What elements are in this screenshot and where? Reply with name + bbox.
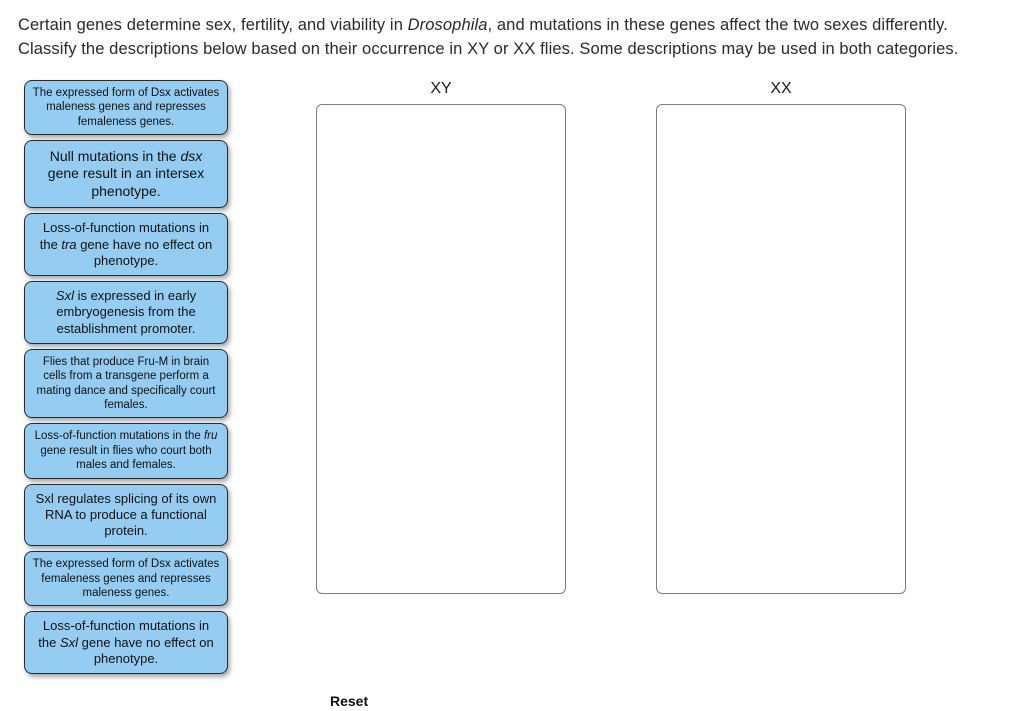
drop-column-xy: XY [316,80,566,594]
drop-header-xx: XX [656,80,906,98]
draggable-card[interactable]: Null mutations in the dsx gene result in… [24,140,228,209]
drop-column-xx: XX [656,80,906,594]
classification-board: The expressed form of Dsx activates male… [18,80,1006,679]
draggable-card[interactable]: Flies that produce Fru-M in brain cells … [24,349,228,419]
question-text: Certain genes determine sex, fertility, … [18,14,1006,62]
draggable-card[interactable]: Sxl is expressed in early embryogenesis … [24,281,228,344]
drop-zone-xx[interactable] [656,104,906,594]
draggable-card[interactable]: Loss-of-function mutations in the tra ge… [24,213,228,276]
drop-columns: XY XX [228,80,1006,594]
draggable-card[interactable]: Sxl regulates splicing of its own RNA to… [24,484,228,547]
drop-zone-xy[interactable] [316,104,566,594]
draggable-card[interactable]: The expressed form of Dsx activates male… [24,80,228,135]
draggable-card[interactable]: Loss-of-function mutations in the Sxl ge… [24,611,228,674]
draggable-card[interactable]: Loss-of-function mutations in the fru ge… [24,423,228,478]
card-bank: The expressed form of Dsx activates male… [18,80,228,679]
reset-button[interactable]: Reset [330,693,368,709]
drop-header-xy: XY [316,80,566,98]
draggable-card[interactable]: The expressed form of Dsx activates fema… [24,551,228,606]
